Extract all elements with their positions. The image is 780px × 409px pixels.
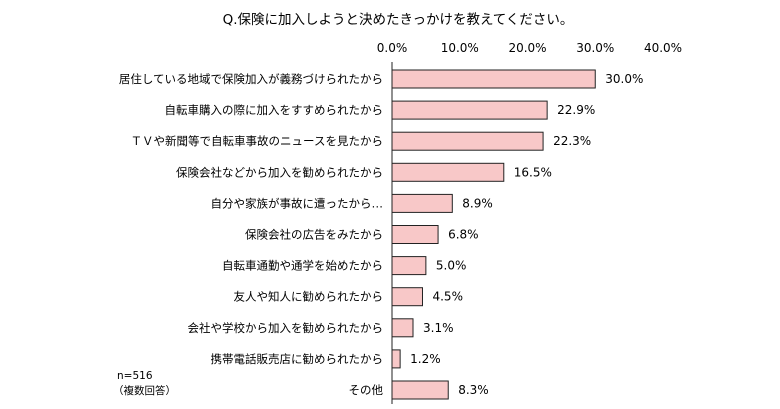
category-label: 保険会社の広告をみたから (245, 228, 383, 242)
value-label: 5.0% (436, 259, 467, 273)
bar (391, 380, 449, 400)
category-label: 自転車通勤や通学を始めたから (222, 259, 383, 273)
bar (391, 131, 544, 151)
bar (391, 100, 548, 120)
bar (391, 193, 453, 213)
value-label: 16.5% (514, 165, 552, 179)
category-label: 友人や知人に勧められたから (234, 290, 384, 304)
category-label: 自分や家族が事故に遭ったから… (211, 196, 384, 210)
value-label: 8.3% (458, 383, 489, 397)
value-label: 30.0% (605, 72, 643, 86)
x-tick-label: 30.0% (576, 41, 614, 55)
category-label: ＴＶや新聞等で自転車事故のニュースを見たから (131, 134, 383, 148)
category-label: 携帯電話販売店に勧められたから (211, 352, 384, 366)
value-label: 4.5% (432, 290, 463, 304)
multiple-answer-note: （複数回答） (113, 384, 176, 397)
bar (391, 256, 427, 276)
category-label: 居住している地域で保険加入が義務づけられたから (119, 72, 383, 86)
x-tick-label: 10.0% (441, 41, 479, 55)
x-tick-label: 20.0% (508, 41, 546, 55)
category-label: その他 (349, 383, 384, 397)
category-label: 保険会社などから加入を勧められたから (176, 165, 383, 179)
value-label: 22.3% (553, 134, 591, 148)
x-tick-label: 0.0% (377, 41, 408, 55)
value-label: 8.9% (462, 196, 493, 210)
bar (391, 349, 401, 369)
value-label: 1.2% (410, 352, 441, 366)
bar (391, 69, 596, 89)
bar (391, 287, 423, 307)
x-tick-label: 40.0% (644, 41, 682, 55)
chart-title: Q.保険に加入しようと決めたきっかけを教えてください。 (223, 12, 574, 28)
bar (391, 162, 505, 182)
bar (391, 225, 439, 244)
sample-size-note: n=516 (117, 370, 153, 382)
value-label: 6.8% (448, 228, 479, 242)
bar (391, 318, 414, 338)
value-label: 22.9% (557, 103, 595, 117)
category-label: 会社や学校から加入を勧められたから (188, 321, 384, 335)
category-label: 自転車購入の際に加入をすすめられたから (165, 103, 384, 117)
value-label: 3.1% (423, 321, 454, 335)
